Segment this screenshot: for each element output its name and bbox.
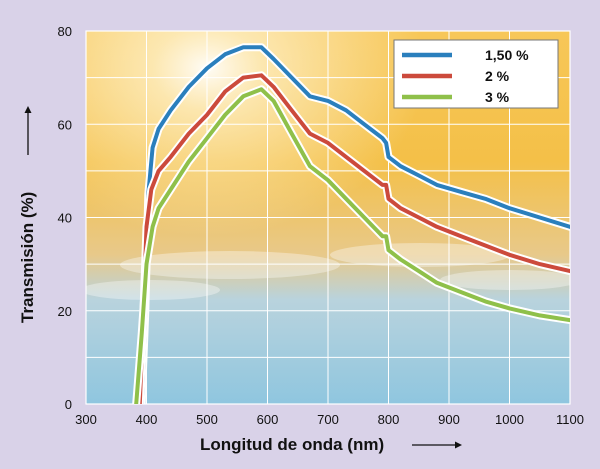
- x-tick-label: 600: [257, 412, 279, 427]
- y-tick-label: 80: [58, 24, 72, 39]
- series-line-1: [137, 73, 570, 404]
- x-axis-arrowhead: [455, 441, 462, 449]
- x-tick-label: 400: [136, 412, 158, 427]
- grid: [85, 30, 571, 405]
- series-lines: [132, 43, 570, 404]
- legend-label: 2 %: [485, 68, 510, 84]
- y-axis-title-group: Transmisión (%): [18, 106, 37, 323]
- x-tick-label: 300: [75, 412, 97, 427]
- x-tick-labels: 300 400 500 600 700 800 900 1000 1100: [75, 412, 584, 427]
- x-tick-label: 900: [438, 412, 460, 427]
- x-axis-title: Longitud de onda (nm): [200, 435, 384, 454]
- y-tick-label: 60: [58, 117, 72, 132]
- y-tick-label: 40: [58, 211, 72, 226]
- x-tick-label: 1000: [495, 412, 524, 427]
- x-axis-title-group: Longitud de onda (nm): [200, 435, 462, 454]
- y-axis-arrowhead: [24, 106, 32, 113]
- y-tick-labels: 0 20 40 60 80: [58, 24, 72, 412]
- x-tick-label: 800: [378, 412, 400, 427]
- x-tick-label: 500: [196, 412, 218, 427]
- y-tick-label: 20: [58, 304, 72, 319]
- y-axis-title: Transmisión (%): [18, 192, 37, 323]
- y-tick-label: 0: [65, 397, 72, 412]
- legend-label: 1,50 %: [485, 47, 529, 63]
- legend-label: 3 %: [485, 89, 510, 105]
- x-tick-label: 700: [317, 412, 339, 427]
- series-line-2: [134, 87, 570, 404]
- series-line-0: [139, 45, 570, 404]
- x-tick-label: 1100: [556, 412, 584, 427]
- legend: 1,50 % 2 % 3 %: [393, 39, 559, 109]
- plot-frame: [85, 30, 571, 405]
